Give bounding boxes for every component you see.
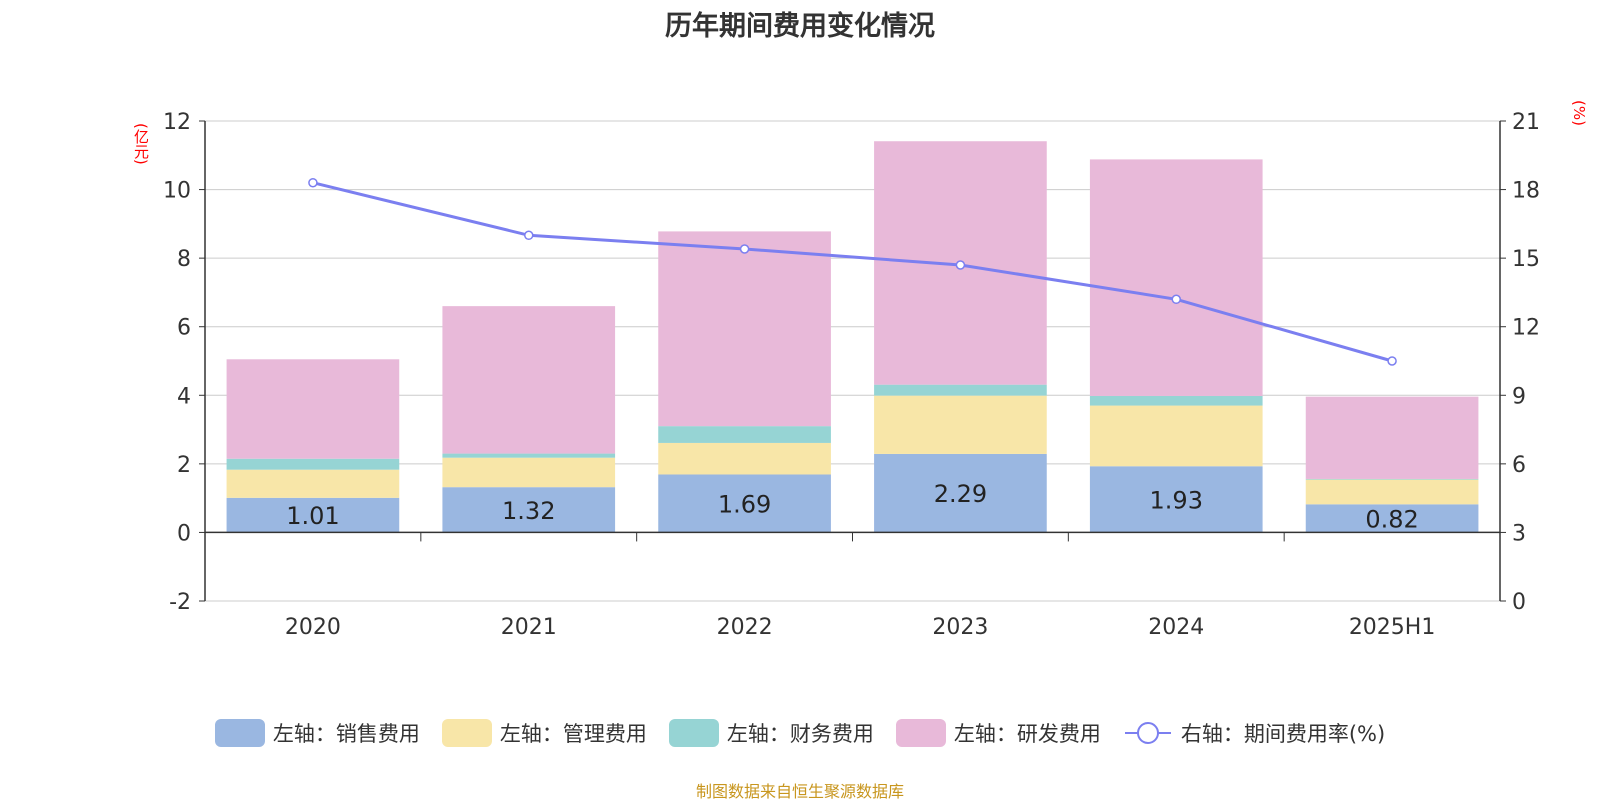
bar-segment-2022-2 [658,426,831,443]
left-tick-label: -2 [169,590,191,615]
left-tick-label: 12 [163,110,191,135]
bar-series [226,141,1479,533]
bar-segment-2021-3 [442,306,616,454]
bar-segment-2024-1 [1089,405,1263,467]
legend-swatch-sales [214,719,265,747]
bar-segment-2021-0 [442,487,616,533]
data-label: 1.93 [1150,486,1203,514]
legend-item-finance[interactable]: 左轴：财务费用 [668,718,874,748]
category-label: 2025H1 [1349,615,1436,640]
legend-item-sales[interactable]: 左轴：销售费用 [214,718,420,748]
left-tick-label: 6 [177,316,191,341]
data-label: 1.69 [718,490,771,518]
legend-item-rd[interactable]: 左轴：研发费用 [895,718,1101,748]
right-tick-label: 6 [1512,453,1526,478]
right-tick-label: 0 [1512,590,1526,615]
bar-segment-2022-1 [658,442,831,475]
category-label: 2020 [285,615,341,640]
bar-segment-2022-3 [658,231,831,427]
bar-segment-2020-1 [226,469,400,498]
right-tick-label: 9 [1512,384,1526,409]
bar-segment-2021-2 [442,453,616,458]
right-tick-label: 18 [1512,179,1540,204]
data-labels: 1.01 1.32 1.69 2.29 1.93 0.82 [286,480,1419,533]
right-tick-label: 3 [1512,521,1526,546]
data-label: 1.32 [502,497,555,525]
bar-segment-2024-0 [1089,466,1263,533]
axes: -2 0 2 4 6 8 10 12 0 3 6 9 12 15 18 21 2020 2021 2022 2023 2… [163,110,1540,640]
legend-label-rate: 右轴：期间费用率(%) [1180,722,1386,746]
data-label: 2.29 [934,480,987,508]
bar-segment-2023-2 [874,384,1047,396]
bar-segment-2020-3 [226,359,400,459]
legend-swatch-rate [1124,722,1171,744]
legend-swatch-rd [895,719,946,747]
rate-point [308,177,318,188]
source-note: 制图数据来自恒生聚源数据库 [695,782,904,801]
bar-segment-2020-2 [226,458,400,470]
rate-point [955,260,966,270]
category-label: 2023 [932,615,988,640]
bar-segment-2025H1-2 [1305,478,1479,480]
bar-segment-2022-0 [658,474,831,533]
legend: 左轴：销售费用 左轴：管理费用 左轴：财务费用 左轴：研发费用 右轴：期间费用率… [0,718,1600,748]
bar-segment-2024-3 [1089,159,1263,396]
legend-swatch-admin [441,719,492,747]
bar-segment-2025H1-1 [1305,479,1479,505]
category-label: 2021 [501,615,557,640]
right-tick-label: 21 [1512,110,1540,135]
category-label: 2022 [717,615,773,640]
category-label: 2024 [1148,615,1204,640]
rate-point [1171,294,1181,305]
left-tick-label: 2 [177,453,191,478]
rate-point [524,230,534,241]
legend-swatch-finance [668,719,719,747]
legend-item-admin[interactable]: 左轴：管理费用 [441,718,647,748]
legend-label-finance: 左轴：财务费用 [726,722,874,746]
data-label: 1.01 [286,502,339,530]
chart-title: 历年期间费用变化情况 [665,11,935,42]
bar-segment-2021-1 [442,457,616,488]
legend-label-admin: 左轴：管理费用 [499,722,647,746]
rate-point [739,244,750,254]
rate-line-series [308,177,1397,366]
left-tick-label: 8 [177,247,191,272]
left-tick-label: 10 [163,179,191,204]
rate-line [312,181,1393,363]
bar-segment-2020-0 [226,497,400,533]
legend-label-rd: 左轴：研发费用 [953,722,1101,746]
left-tick-label: 4 [177,384,191,409]
right-tick-label: 12 [1512,316,1540,341]
bar-segment-2025H1-0 [1305,504,1479,533]
right-tick-label: 15 [1512,247,1540,272]
rate-point [1387,356,1397,366]
bar-segment-2023-1 [874,395,1047,454]
right-axis-unit: (%) [1570,100,1588,126]
data-label: 0.82 [1365,505,1418,533]
bar-segment-2023-0 [874,453,1047,533]
left-axis-unit: (亿元) [132,123,150,165]
legend-item-rate[interactable]: 右轴：期间费用率(%) [1123,718,1385,748]
bar-segment-2024-2 [1089,395,1263,406]
left-tick-label: 0 [177,521,191,546]
bar-segment-2025H1-3 [1305,396,1479,479]
legend-label-sales: 左轴：销售费用 [272,722,420,746]
